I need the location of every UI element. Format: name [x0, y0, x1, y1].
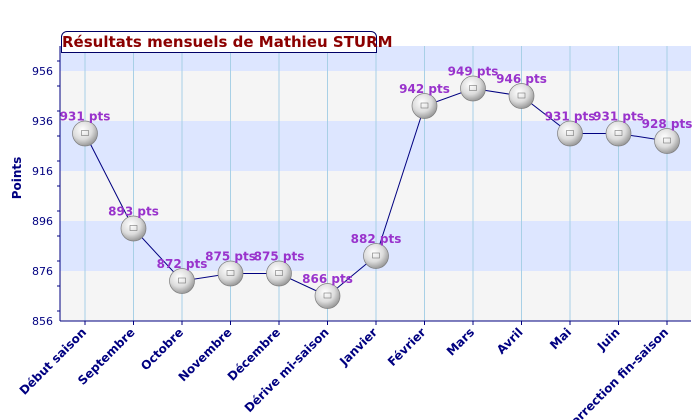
x-tick-label: Avril [494, 325, 526, 357]
data-label: 875 pts [254, 250, 305, 264]
marker-detail [517, 92, 526, 99]
marker-detail [614, 130, 623, 136]
data-point [217, 260, 244, 287]
y-axis-label: Points [10, 157, 24, 200]
marker-detail [129, 225, 138, 231]
marker-detail [323, 292, 332, 299]
data-label: 931 pts [545, 110, 596, 124]
x-tick-label: Mai [547, 325, 574, 352]
y-tick-label: 916 [32, 165, 53, 178]
data-point [363, 243, 389, 269]
y-tick-label: 956 [32, 65, 53, 78]
data-label: 866 pts [302, 272, 353, 286]
x-tick-label: Janvier [336, 325, 380, 369]
x-tick-label: Début saison [17, 325, 89, 397]
data-label: 875 pts [205, 250, 256, 264]
marker-detail [372, 252, 380, 259]
data-label: 942 pts [399, 82, 450, 96]
data-point [411, 93, 438, 119]
data-point [508, 83, 535, 109]
data-point [266, 260, 292, 287]
data-point [72, 120, 98, 147]
marker-detail [566, 130, 574, 136]
data-label: 949 pts [448, 65, 499, 79]
x-tick-label: Mars [444, 325, 477, 358]
chart-title: Résultats mensuels de Mathieu STURM [62, 33, 393, 51]
marker-detail [275, 270, 283, 276]
marker-detail [178, 277, 186, 284]
x-tick-label: Octobre [138, 325, 186, 373]
data-point [557, 120, 583, 147]
marker-detail [81, 130, 89, 136]
marker-detail [469, 85, 477, 91]
x-tick-label: Février [385, 325, 429, 369]
y-tick-labels: 856 876 896 916 936 956 [32, 65, 53, 328]
data-label: 872 pts [157, 257, 208, 271]
y-tick-label: 856 [32, 315, 53, 328]
series-points [72, 75, 680, 309]
chart-title-box: Résultats mensuels de Mathieu STURM [61, 31, 393, 53]
data-label: 931 pts [60, 110, 111, 124]
data-point [120, 215, 147, 242]
y-tick-label: 936 [32, 115, 53, 128]
marker-detail [663, 137, 671, 144]
x-tick-label: Juin [594, 325, 623, 354]
data-label: 946 pts [496, 72, 547, 86]
data-point [654, 128, 680, 154]
x-tick-label: Dérive mi-saison [242, 325, 332, 415]
data-label: 882 pts [351, 232, 402, 246]
data-label: 893 pts [108, 205, 159, 219]
data-label: 928 pts [642, 117, 693, 131]
data-point [314, 283, 341, 309]
data-label: 931 pts [593, 110, 644, 124]
y-tick-label: 896 [32, 215, 53, 228]
axes [57, 46, 691, 325]
marker-detail [420, 102, 429, 109]
marker-detail [226, 270, 235, 276]
data-point [460, 75, 486, 102]
y-tick-label: 876 [32, 265, 53, 278]
data-point [605, 120, 632, 147]
data-point [169, 268, 195, 294]
